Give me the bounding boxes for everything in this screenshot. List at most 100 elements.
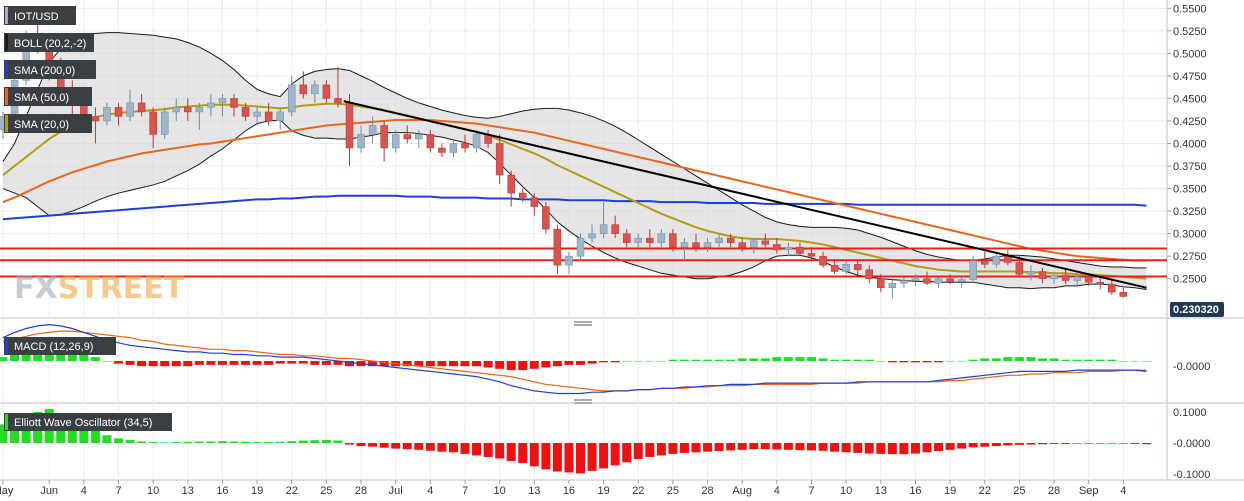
candlesticks (0, 8, 1128, 299)
candle-body (842, 264, 850, 272)
ewo-histogram-bar (472, 443, 482, 456)
candle-body (380, 125, 388, 149)
sma-20-line (2, 102, 1147, 280)
candle-body (1108, 283, 1116, 293)
macd-histogram-bar (633, 361, 643, 362)
candle-body (565, 255, 573, 266)
ewo-histogram-bar (137, 441, 147, 443)
candle-body (160, 111, 169, 135)
candle-body (288, 84, 296, 113)
ewo-histogram-bar (368, 443, 378, 447)
candle-body (634, 237, 642, 243)
macd-histogram-bar (472, 361, 482, 367)
macd-histogram-bar (726, 359, 736, 361)
panel-resize-handle-2[interactable] (574, 399, 592, 404)
ewo-histogram-bar (795, 443, 805, 451)
ewo-histogram-bar (599, 443, 609, 469)
macd-histogram-bar (945, 361, 955, 362)
macd-histogram-bar (90, 357, 100, 361)
downtrend-line (343, 100, 1147, 289)
macd-histogram-bar (887, 361, 897, 363)
ewo-histogram-bar (737, 443, 747, 450)
candle-body (322, 84, 331, 99)
price-tick-label: 0.4250 (1173, 116, 1207, 128)
macd-histogram-bar (148, 361, 158, 367)
macd-histogram-bar (668, 359, 678, 361)
price-tick-label: 0.3500 (1173, 184, 1207, 196)
ewo-tick-label: 0.1000 (1173, 407, 1207, 419)
ewo-histogram-bar (587, 443, 597, 471)
ewo-histogram-bar (1026, 443, 1036, 445)
candle-body (1015, 262, 1024, 275)
macd-histogram-bar (252, 361, 262, 365)
candle-body (1038, 271, 1047, 279)
ewo-histogram-bar (206, 441, 216, 443)
macd-histogram-bar (541, 361, 551, 368)
candle-body (461, 143, 469, 149)
price-tick-label: 0.4000 (1173, 138, 1207, 150)
macd-histogram-bar (864, 359, 874, 361)
macd-histogram-bar (414, 361, 424, 367)
macd-histogram-bar (1026, 357, 1036, 361)
time-tick-label: 28 (355, 485, 367, 497)
ewo-histogram-bar (887, 443, 897, 455)
candle-body (807, 253, 816, 257)
price-tick-label: 0.5000 (1173, 48, 1207, 60)
ewo-histogram-bar (610, 443, 620, 466)
candle-body (773, 244, 781, 251)
candle-body (599, 224, 608, 234)
macd-histogram-bar (645, 361, 655, 362)
ewo-histogram-bar (922, 443, 932, 453)
ewo-histogram-bar (275, 441, 285, 443)
macd-histogram-bar (1107, 359, 1117, 361)
macd-histogram-bar (21, 349, 31, 361)
macd-histogram-bar (321, 361, 331, 365)
macd-histogram-bar (934, 361, 944, 363)
candle-body (542, 206, 550, 230)
legend-label: SMA (20,0) (14, 119, 69, 131)
time-tick-label: 25 (320, 485, 332, 497)
candle-body (576, 237, 585, 257)
macd-histogram-bar (853, 359, 863, 361)
time-tick-label: 22 (632, 485, 644, 497)
time-tick-label: 7 (462, 485, 468, 497)
last-price-label: 0.230320 (1173, 304, 1219, 316)
macd-histogram-bar (818, 358, 828, 361)
legend-swatch (5, 115, 8, 132)
candle-body (1004, 255, 1012, 263)
ewo-histogram-bar (864, 443, 874, 454)
candle-body (992, 255, 1001, 265)
macd-histogram-bar (830, 359, 840, 361)
price-tick-label: 0.5500 (1173, 3, 1207, 15)
ewo-histogram-bar (991, 443, 1001, 447)
ewo-histogram-bar (726, 443, 736, 451)
macd-histogram-bar (1130, 361, 1140, 362)
macd-histogram-bar (691, 359, 701, 361)
price-tick-label: 0.5250 (1173, 26, 1207, 38)
ewo-histogram-bar (194, 441, 204, 443)
time-tick-label: 13 (182, 485, 194, 497)
macd-histogram-bar (991, 358, 1001, 361)
ewo-histogram-bar (1038, 443, 1047, 445)
macd-histogram-bar (1118, 361, 1128, 362)
candle-body (507, 174, 515, 194)
sma-200-line (2, 194, 1147, 221)
ewo-histogram-bar (506, 443, 516, 461)
macd-histogram-bar (310, 361, 320, 365)
time-tick-label: 4 (81, 485, 87, 497)
candle-body (276, 111, 284, 122)
ewo-histogram-bar (980, 443, 990, 447)
price-tick-label: 0.3750 (1173, 161, 1207, 173)
time-tick-label: Sep (1079, 485, 1099, 497)
time-tick-label: May (0, 485, 14, 497)
ewo-histogram-bar (321, 439, 331, 443)
legend-swatch (5, 7, 8, 24)
legend-swatch (5, 61, 8, 78)
ewo-histogram-bar (402, 443, 412, 450)
macd-histogram-bar (264, 361, 274, 365)
candle-body (900, 280, 908, 284)
ewo-histogram-bar (1141, 443, 1151, 445)
time-tick-label: Jul (389, 485, 403, 497)
candle-body (946, 278, 954, 282)
panel-resize-handle-1[interactable] (574, 321, 592, 326)
